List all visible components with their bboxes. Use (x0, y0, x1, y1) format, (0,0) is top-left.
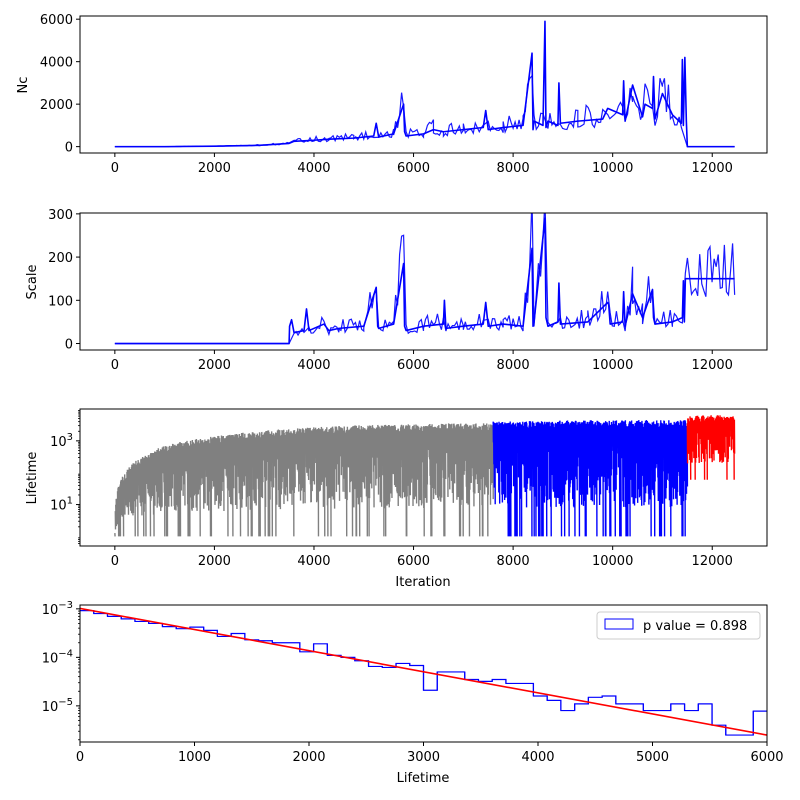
y-tick-label: 200 (48, 251, 73, 266)
axes-frame (79, 15, 768, 154)
x-tick-label: 12000 (692, 358, 733, 373)
legend: p value = 0.898 (596, 611, 761, 640)
plot-area (80, 607, 767, 736)
series-noise (114, 213, 736, 345)
legend-swatch (604, 618, 634, 630)
x-tick-label: 1000 (178, 750, 211, 765)
y-axis-label: Nc (16, 77, 31, 94)
x-tick-label: 12000 (692, 161, 733, 176)
y-tick-label: 6000 (40, 13, 73, 28)
panel-nc: 0 2000 4000 6000 8000 10000 12000 0 2000 4000 6000… (16, 13, 768, 176)
y-tick-label: 4000 (40, 56, 73, 71)
y-tick-label: 0 (65, 141, 73, 156)
y-tick-label: 2000 (40, 98, 73, 113)
panel-scale: 0 2000 4000 6000 8000 10000 12000 0 100 200 300 Sc… (25, 208, 768, 373)
x-tick-label: 2000 (198, 554, 231, 569)
series-noise (114, 74, 735, 148)
panel-lifetime: 0 2000 4000 6000 8000 10000 12000 101 103 Lifeti… (25, 408, 768, 590)
x-tick-label: 8000 (497, 161, 530, 176)
y-axis-label: Scale (25, 265, 40, 300)
x-tick-label: 6000 (397, 554, 430, 569)
x-tick-label: 4000 (297, 161, 330, 176)
x-tick-label: 10000 (592, 161, 633, 176)
x-tick-label: 2000 (198, 358, 231, 373)
axes-frame (79, 212, 768, 351)
x-tick-label: 2000 (292, 750, 325, 765)
y-tick-label: 10−4 (42, 648, 73, 666)
series-segment-1 (492, 420, 689, 537)
x-tick-label: 12000 (692, 554, 733, 569)
x-tick-label: 6000 (397, 358, 430, 373)
x-tick-label: 4000 (521, 750, 554, 765)
x-tick-label: 0 (111, 554, 119, 569)
panel-histogram: 0 1000 2000 3000 4000 5000 6000 10−5 10−4 10−3 Li… (42, 600, 784, 786)
x-axis-label: Lifetime (397, 771, 450, 786)
x-tick-label: 3000 (407, 750, 440, 765)
fit-line (80, 607, 767, 736)
x-tick-label: 0 (111, 358, 119, 373)
x-tick-label: 10000 (592, 358, 633, 373)
legend-label: p value = 0.898 (643, 619, 747, 634)
y-tick-label: 300 (48, 208, 73, 223)
histogram-edges (93, 610, 754, 736)
y-tick-label: 0 (65, 338, 73, 353)
y-tick-label: 100 (48, 294, 73, 309)
plot-area (114, 213, 736, 345)
y-tick-label: 103 (50, 432, 73, 450)
x-tick-label: 8000 (497, 554, 530, 569)
series-line (114, 20, 735, 148)
y-tick-label: 101 (50, 496, 73, 514)
legend-box (596, 611, 761, 640)
series-segment-0 (114, 423, 494, 537)
x-tick-label: 0 (111, 161, 119, 176)
x-tick-label: 4000 (297, 358, 330, 373)
x-tick-label: 10000 (592, 554, 633, 569)
plot-area (114, 415, 736, 537)
series-segment-2 (686, 415, 736, 480)
y-tick-label: 10−3 (42, 600, 73, 618)
x-tick-label: 5000 (636, 750, 669, 765)
y-tick-label: 10−5 (42, 697, 73, 715)
x-tick-label: 6000 (750, 750, 783, 765)
x-tick-label: 0 (76, 750, 84, 765)
x-tick-label: 6000 (397, 161, 430, 176)
y-axis-label: Lifetime (25, 452, 40, 505)
x-tick-label: 2000 (198, 161, 231, 176)
x-tick-label: 8000 (497, 358, 530, 373)
x-axis-label: Iteration (395, 575, 450, 590)
x-tick-label: 4000 (297, 554, 330, 569)
plot-area (114, 20, 735, 148)
